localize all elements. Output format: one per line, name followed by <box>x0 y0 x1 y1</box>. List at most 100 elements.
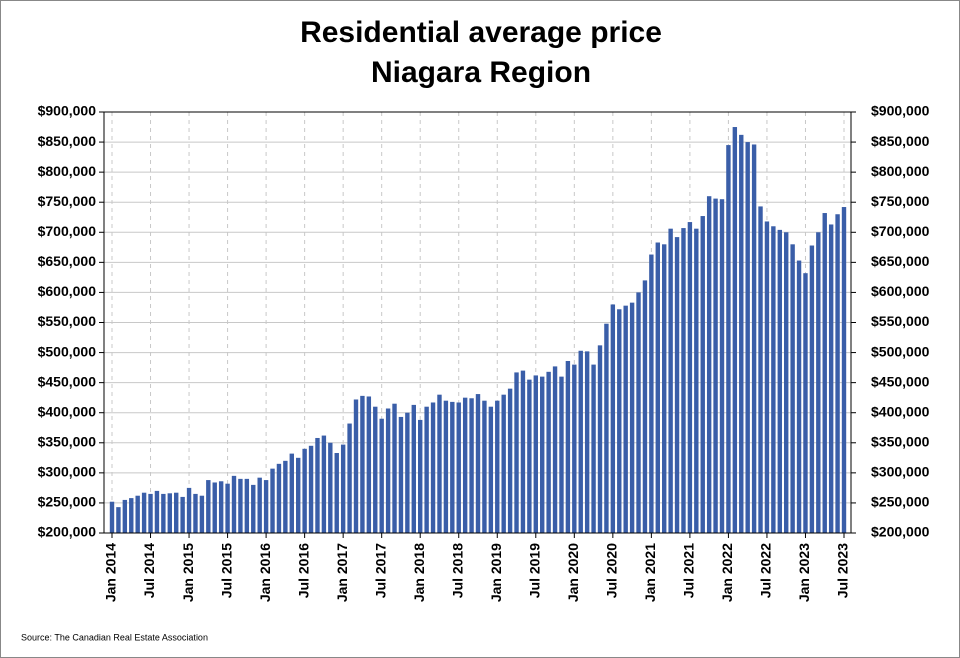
x-tick-label: Jan 2022 <box>719 543 735 602</box>
bar <box>482 400 487 533</box>
bar <box>456 402 461 533</box>
bar <box>507 388 513 533</box>
bar <box>225 483 230 533</box>
chart-title: Residential average price <box>300 16 662 49</box>
bar <box>745 142 750 534</box>
bar <box>816 232 821 534</box>
bar <box>296 457 301 533</box>
y2-tick-label: $350,000 <box>871 433 930 449</box>
y2-tick-label: $300,000 <box>871 464 930 480</box>
bar <box>430 402 436 533</box>
bar <box>334 453 339 533</box>
x-tick-label: Jul 2014 <box>141 543 157 598</box>
bar <box>488 406 494 533</box>
bar <box>784 232 789 534</box>
bar <box>315 437 320 533</box>
bar <box>739 134 744 533</box>
bar <box>501 394 506 533</box>
bar <box>276 463 282 533</box>
bar <box>180 496 185 533</box>
bar <box>565 360 571 533</box>
bar <box>610 304 616 533</box>
y-tick-label: $500,000 <box>38 343 97 359</box>
bar <box>649 254 654 533</box>
bar <box>642 280 648 533</box>
y2-tick-label: $550,000 <box>871 313 930 329</box>
bar <box>212 482 217 533</box>
bar <box>244 478 250 533</box>
bar <box>662 244 667 534</box>
y-tick-label: $200,000 <box>38 524 97 540</box>
bar <box>764 221 770 533</box>
bar <box>495 400 500 533</box>
bar <box>321 435 327 533</box>
x-tick-label: Jul 2021 <box>681 543 697 598</box>
bar <box>462 397 468 533</box>
bar <box>803 273 808 533</box>
y-tick-label: $400,000 <box>38 403 97 419</box>
bar <box>771 226 776 533</box>
bar <box>308 445 314 533</box>
bar <box>347 423 352 533</box>
bar <box>193 493 198 533</box>
bar <box>469 398 474 533</box>
bar <box>238 478 243 533</box>
bar <box>617 309 622 533</box>
bar <box>623 305 628 533</box>
bar <box>154 490 160 533</box>
bar <box>527 379 532 533</box>
bar <box>713 198 718 533</box>
bar <box>796 260 802 533</box>
bar <box>270 468 275 533</box>
bar <box>822 213 827 534</box>
x-tick-label: Jan 2018 <box>411 543 427 602</box>
bar <box>520 370 526 533</box>
bar <box>135 495 140 533</box>
y-tick-label: $600,000 <box>38 283 97 299</box>
bar <box>218 481 224 533</box>
y-tick-label: $350,000 <box>38 433 97 449</box>
chart-subtitle: Niagara Region <box>371 56 591 89</box>
x-tick-label: Jan 2016 <box>257 543 273 602</box>
x-tick-label: Jan 2014 <box>103 543 119 602</box>
x-tick-label: Jan 2017 <box>334 543 350 602</box>
bar <box>540 376 545 533</box>
bar <box>604 323 609 533</box>
bar <box>655 242 660 533</box>
x-tick-label: Jul 2023 <box>835 543 851 598</box>
y-tick-label: $650,000 <box>38 253 97 269</box>
bar <box>636 292 641 533</box>
y2-tick-label: $700,000 <box>871 223 930 239</box>
bar <box>186 487 192 533</box>
y2-tick-label: $500,000 <box>871 343 930 359</box>
bar <box>828 224 834 533</box>
bar <box>584 351 590 533</box>
bar <box>161 493 166 533</box>
bar <box>289 453 294 533</box>
bar <box>231 475 237 533</box>
x-tick-label: Jul 2016 <box>295 543 311 598</box>
x-tick-label: Jul 2020 <box>604 543 620 598</box>
x-tick-label: Jan 2019 <box>488 543 504 602</box>
bar <box>360 395 365 533</box>
plot-frame <box>103 111 852 534</box>
y-tick-label: $700,000 <box>38 223 97 239</box>
bar <box>450 401 455 533</box>
y2-tick-label: $600,000 <box>871 283 930 299</box>
y2-tick-label: $400,000 <box>871 403 930 419</box>
x-tick-label: Jul 2019 <box>526 543 542 598</box>
y2-tick-label: $450,000 <box>871 373 930 389</box>
bar <box>405 412 410 533</box>
bar <box>366 396 372 533</box>
bar <box>719 199 725 533</box>
bar <box>122 499 128 533</box>
y-tick-label: $550,000 <box>38 313 97 329</box>
y-tick-label: $800,000 <box>38 163 97 179</box>
x-tick-label: Jul 2017 <box>372 543 388 598</box>
y-tick-label: $300,000 <box>38 464 97 480</box>
bar <box>546 371 551 533</box>
x-tick-label: Jul 2015 <box>218 543 234 598</box>
bar <box>591 364 596 533</box>
y2-tick-label: $250,000 <box>871 494 930 510</box>
